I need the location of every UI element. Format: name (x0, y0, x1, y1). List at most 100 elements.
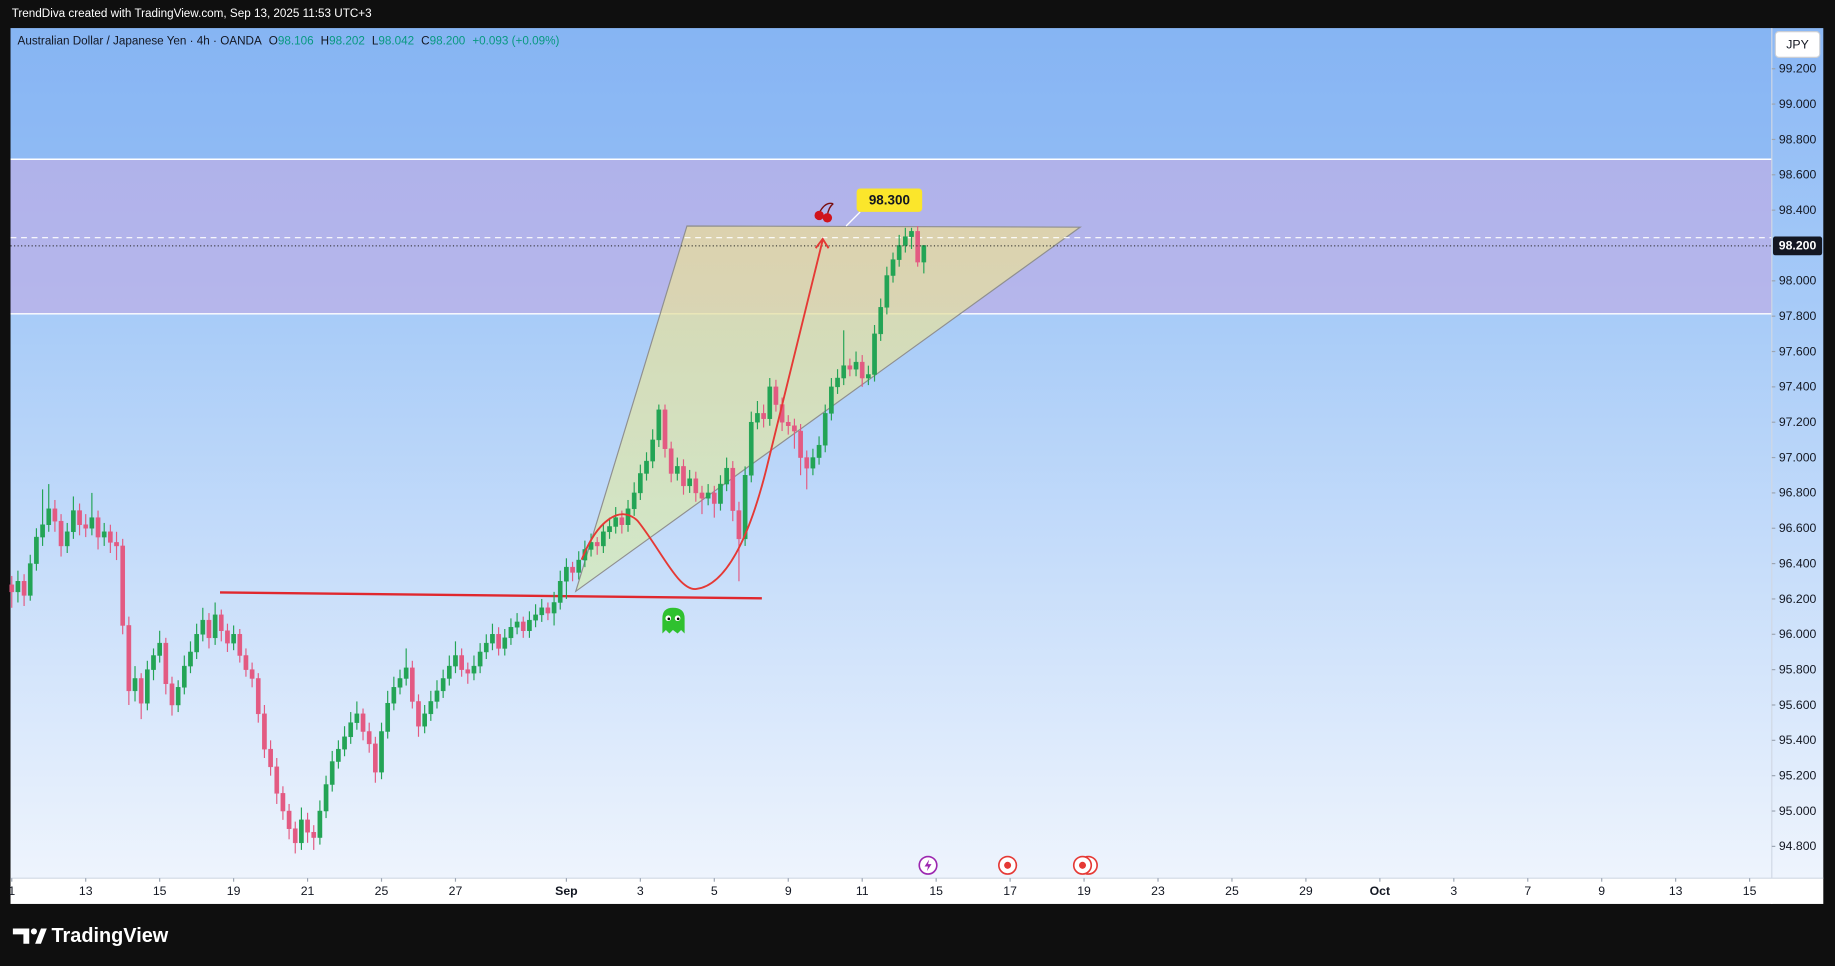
candle-body (403, 667, 409, 679)
candle-body (792, 425, 797, 432)
candle-body (95, 517, 101, 538)
candle-body (514, 621, 520, 628)
x-tick-label: 3 (637, 884, 644, 898)
last-price-label: 98.200 (1779, 239, 1817, 253)
candle-body (354, 713, 360, 723)
x-tick-label: 3 (1450, 884, 1457, 898)
candle-body (385, 702, 391, 732)
x-tick-label: 15 (153, 884, 167, 898)
candle-body (58, 520, 64, 547)
candle-body (896, 245, 902, 260)
candle-body (373, 743, 378, 773)
x-tick-label: 15 (929, 884, 943, 898)
y-tick-label: 94.800 (1779, 839, 1817, 853)
candle-body (114, 542, 119, 547)
candle-body (46, 508, 52, 525)
y-tick-label: 99.200 (1779, 62, 1817, 76)
x-tick-label: 19 (1077, 884, 1091, 898)
candle-body (342, 736, 347, 750)
candle-body (317, 810, 323, 838)
candle-body (311, 831, 317, 838)
support-line (220, 591, 762, 600)
candle-body (527, 619, 532, 631)
candle-body (502, 637, 508, 649)
candle-body (237, 634, 243, 656)
candle-body (175, 687, 181, 706)
legend-value: 98.042 (378, 35, 414, 48)
candle-body (151, 655, 156, 670)
candle-body (305, 819, 310, 833)
candle-body (348, 722, 354, 738)
candle-body (872, 333, 877, 375)
candle-body (280, 793, 286, 812)
candle-body (909, 231, 914, 237)
x-tick-label: 17 (1003, 884, 1017, 898)
candle-body (132, 678, 138, 692)
candle-body (631, 492, 637, 510)
candle-body (588, 542, 594, 550)
candle-body (138, 678, 144, 704)
candle-body (262, 713, 267, 750)
candle-body (477, 651, 483, 667)
candle-body (866, 374, 871, 379)
candle-body (422, 713, 427, 727)
y-tick-label: 98.800 (1779, 132, 1817, 146)
y-tick-label: 95.200 (1779, 769, 1817, 783)
candle-body (465, 669, 471, 674)
y-tick-label: 97.400 (1779, 380, 1817, 394)
candle-body (785, 421, 791, 426)
y-tick-label: 95.400 (1779, 733, 1817, 747)
candle-body (274, 766, 280, 794)
y-tick-label: 95.000 (1779, 804, 1817, 818)
x-tick-label: 23 (1151, 884, 1165, 898)
candle-body (564, 566, 569, 582)
candle-body (410, 667, 415, 702)
candle-body (619, 517, 625, 525)
candle-body (884, 275, 890, 308)
candle-body (446, 665, 452, 679)
candle-body (508, 626, 514, 639)
x-tick-label: Sep (555, 884, 578, 898)
legend: Australian Dollar / Japanese Yen · 4h · … (18, 35, 560, 48)
brand-logo (12, 928, 47, 944)
x-tick-label: 5 (711, 884, 718, 898)
candle-body (625, 508, 631, 525)
candle-body (27, 563, 33, 596)
y-tick-label: 98.400 (1779, 203, 1817, 217)
x-tick-label: 13 (79, 884, 93, 898)
candle-body (533, 614, 538, 621)
price-note: 98.300 (869, 192, 910, 207)
x-tick-label: 9 (785, 884, 792, 898)
candle-body (169, 683, 175, 706)
candle-body (656, 409, 662, 441)
y-tick-label: 96.600 (1779, 521, 1817, 535)
candle-body (366, 731, 372, 745)
candle-body (77, 510, 82, 525)
candle-body (594, 542, 600, 547)
candle-body (662, 409, 668, 449)
candle-body (810, 457, 816, 469)
candle-body (194, 634, 199, 653)
event-icons (918, 855, 1098, 875)
candle-body (699, 492, 705, 499)
candle-body (650, 439, 656, 462)
x-tick-label: 13 (1669, 884, 1683, 898)
legend-key: L (372, 35, 379, 48)
x-tick-label: 25 (375, 884, 389, 898)
legend-key: C (421, 35, 429, 48)
currency-label[interactable]: JPY (1786, 37, 1809, 51)
cherry-icon (814, 202, 834, 223)
y-tick-label: 96.400 (1779, 556, 1817, 570)
currency-button[interactable] (1774, 31, 1821, 58)
candle-body (212, 614, 218, 639)
legend-change: +0.093 (+0.09%) (472, 35, 559, 48)
candle-body (878, 307, 884, 335)
candle-body (847, 365, 853, 370)
candle-body (145, 669, 150, 704)
candle-body (15, 581, 21, 593)
candle-body (89, 517, 95, 529)
candle-body (835, 377, 840, 388)
candle-body (428, 701, 434, 715)
